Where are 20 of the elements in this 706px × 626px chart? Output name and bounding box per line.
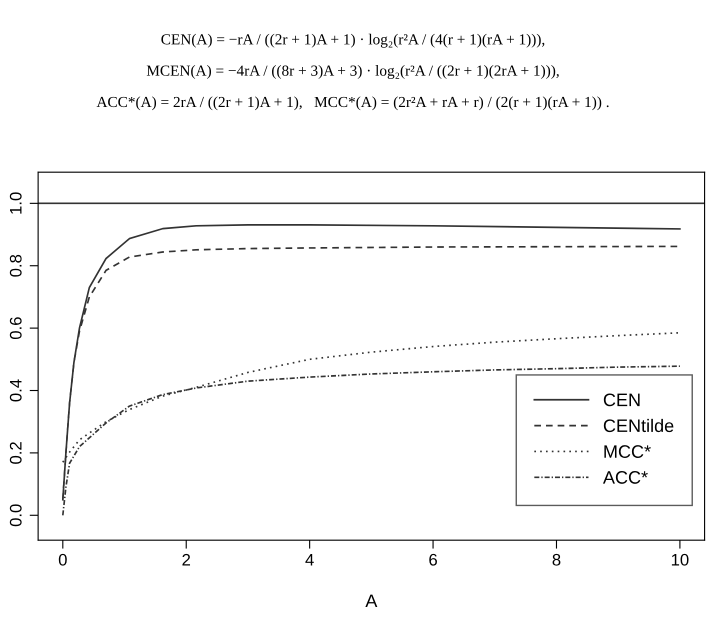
y-tick-label: 0.4 <box>10 379 22 402</box>
x-tick-label: 2 <box>182 554 190 566</box>
text: CEN(A) = −rA / ((2r + 1)A + 1) · log₂(r²A / (4(r + 1)(rA + 1))), <box>161 34 544 48</box>
legend-label: CEN <box>604 393 640 406</box>
x-axis-title: A <box>365 594 378 608</box>
x-tick-label: 8 <box>552 554 560 566</box>
x-tick-label: 4 <box>305 554 314 566</box>
y-tick-label: 0.2 <box>10 442 22 464</box>
y-tick-label: 0.0 <box>10 504 22 526</box>
legend-label: ACC* <box>602 471 648 484</box>
x-tick-label: 10 <box>672 554 689 566</box>
legend-label: CENtilde <box>604 418 674 432</box>
y-tick-label: 0.8 <box>10 254 22 277</box>
x-tick-label: 6 <box>429 554 437 566</box>
y-tick-label: 0.6 <box>10 317 22 340</box>
legend-label: MCC* <box>604 445 651 458</box>
y-tick-label: 1.0 <box>10 192 22 214</box>
x-tick-label: 0 <box>58 554 67 566</box>
text: ACC*(A) = 2rA / ((2r + 1)A + 1), MCC*(A) = (2r²A + rA + r) / (2(r + 1)(rA + 1)) . <box>96 96 609 110</box>
text: MCEN(A) = −4rA / ((8r + 3)A + 3) · log₂(r²A / ((2r + 1)(2rA + 1))), <box>146 65 559 79</box>
